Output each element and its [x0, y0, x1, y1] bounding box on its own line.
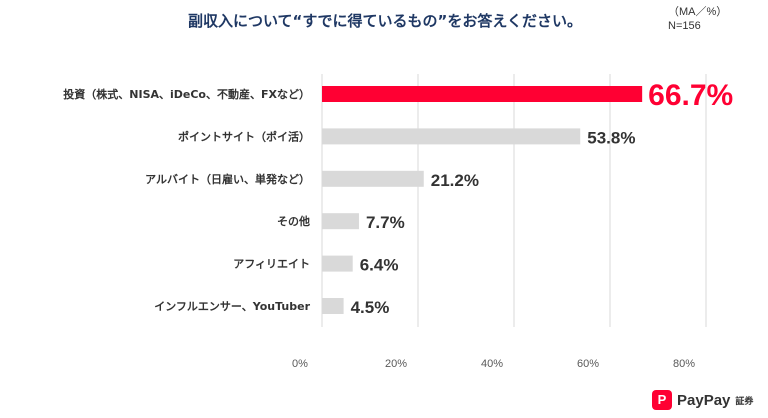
x-tick-label: 60%: [577, 358, 599, 370]
note-answer-type: （MA／%）: [668, 6, 728, 18]
data-label: 21.2%: [431, 171, 479, 190]
category-label: その他: [277, 214, 310, 228]
x-tick-label: 0%: [292, 358, 308, 370]
data-label: 66.7%: [648, 79, 733, 112]
bar: [322, 213, 359, 230]
sample-note: （MA／%） N=156: [668, 5, 727, 33]
paypay-securities-logo: P PayPay 証券: [652, 388, 753, 412]
bar: [322, 255, 353, 272]
bar: [322, 170, 424, 187]
brand-sub: 証券: [735, 396, 754, 407]
data-label: 7.7%: [366, 213, 405, 232]
data-label: 53.8%: [587, 128, 635, 147]
bar: [322, 128, 581, 145]
brand-name: PayPay: [677, 391, 731, 409]
data-label: 6.4%: [360, 256, 399, 275]
category-label: アルバイト（日雇い、単発など）: [145, 172, 310, 186]
x-tick-label: 80%: [673, 358, 695, 370]
category-label: 投資（株式、NISA、iDeCo、不動産、FXなど）: [63, 87, 310, 101]
paypay-logo-icon: P: [652, 390, 672, 410]
bar: [322, 298, 344, 314]
category-label: インフルエンサー、YouTuber: [154, 300, 310, 313]
data-label: 4.5%: [351, 298, 390, 317]
note-sample-size: N=156: [668, 20, 701, 32]
bar: [322, 86, 643, 102]
chart-title: 副収入について“すでに得ているもの”をお答えください。: [188, 12, 582, 30]
x-tick-label: 20%: [385, 358, 407, 370]
category-label: ポイントサイト（ポイ活）: [178, 129, 310, 143]
x-tick-label: 40%: [481, 358, 503, 370]
category-label: アフィリエイト: [233, 258, 310, 271]
